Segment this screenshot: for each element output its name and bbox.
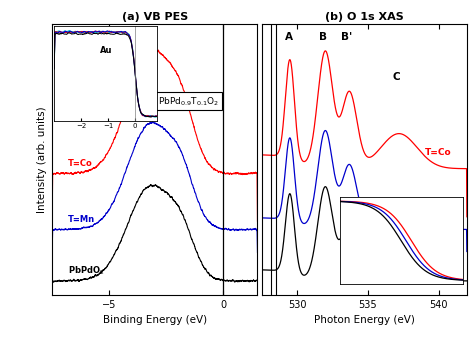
X-axis label: Photon Energy (eV): Photon Energy (eV) [314, 315, 415, 325]
Text: T=Mn: T=Mn [424, 227, 454, 236]
X-axis label: Binding Energy (eV): Binding Energy (eV) [103, 315, 207, 325]
Y-axis label: Intensity (arb. units): Intensity (arb. units) [36, 106, 46, 213]
Text: A: A [285, 32, 293, 42]
Text: B': B' [341, 32, 352, 42]
Text: T=Mn: T=Mn [68, 215, 95, 224]
Text: B: B [319, 32, 327, 42]
Text: C: C [392, 72, 400, 82]
Text: T=Co: T=Co [424, 148, 451, 157]
Text: PbPdO$_2$: PbPdO$_2$ [413, 246, 450, 258]
Text: PbPd$_{0.9}$T$_{0.1}$O$_2$: PbPd$_{0.9}$T$_{0.1}$O$_2$ [158, 95, 219, 107]
Title: (b) O 1s XAS: (b) O 1s XAS [325, 12, 403, 22]
Text: T=Co: T=Co [68, 159, 93, 168]
Title: (a) VB PES: (a) VB PES [122, 12, 188, 22]
Text: PbPdO$_2$: PbPdO$_2$ [68, 264, 105, 277]
